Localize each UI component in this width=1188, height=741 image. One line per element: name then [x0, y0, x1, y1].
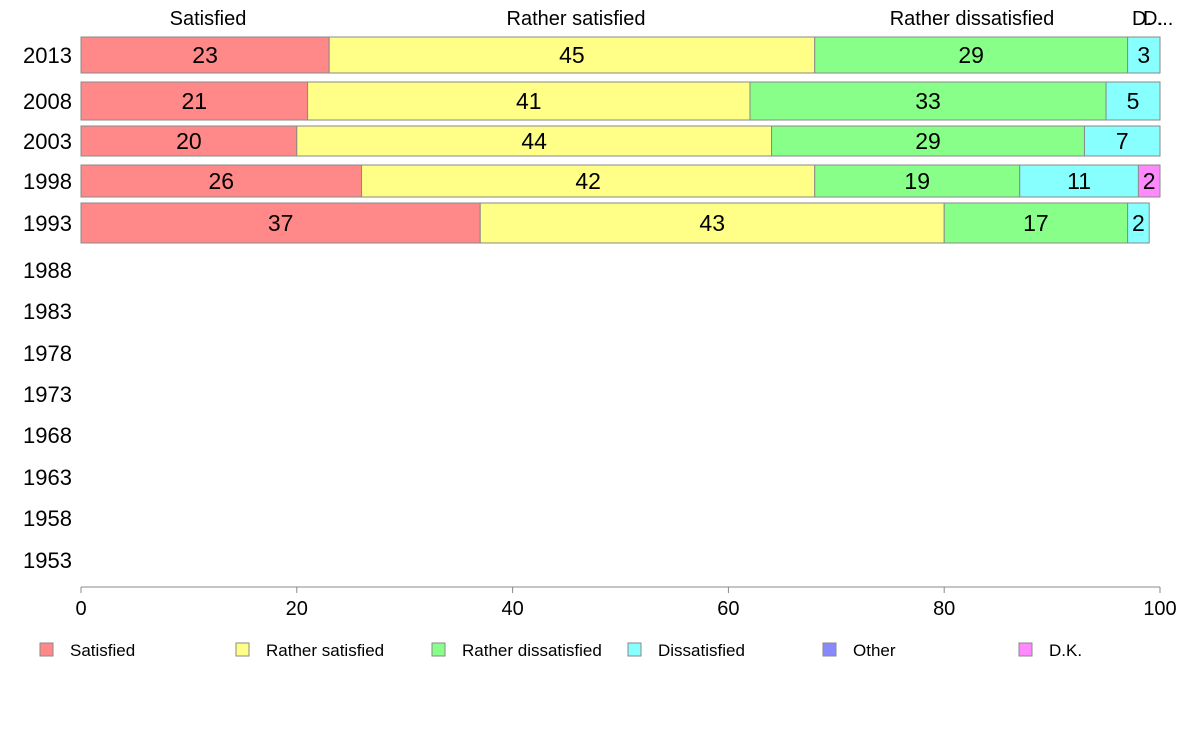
top-series-label: D.: [1132, 8, 1152, 30]
bar-segment: [1127, 202, 1150, 244]
year-label: 1983: [23, 299, 72, 324]
year-label: 1953: [23, 548, 72, 573]
bar-segment: [80, 125, 298, 157]
year-label: 1963: [23, 465, 72, 490]
bar-value-label: 23: [192, 42, 218, 68]
bar-segment: [1105, 81, 1161, 121]
bar-value-label: 7: [1116, 128, 1129, 154]
legend-swatch: [235, 642, 250, 657]
year-label: 1978: [23, 341, 72, 366]
bar-value-label: 2: [1143, 168, 1156, 194]
bar-value-label: 2: [1132, 210, 1145, 236]
bar-value-label: 5: [1127, 88, 1140, 114]
year-label: 1973: [23, 382, 72, 407]
bar-segment: [814, 164, 1021, 198]
year-label: 1993: [23, 211, 72, 236]
top-series-label: ...: [1157, 8, 1174, 30]
year-label: 2008: [23, 89, 72, 114]
bar-value-label: 29: [958, 42, 984, 68]
top-series-label: Satisfied: [170, 8, 247, 30]
bar-value-label: 43: [699, 210, 725, 236]
bar-value-label: 42: [575, 168, 601, 194]
bar-segment: [771, 125, 1085, 157]
bar-segment: [1127, 36, 1161, 74]
legend-label: Dissatisfied: [658, 641, 745, 660]
bar-segment: [80, 202, 481, 244]
bar-segment: [307, 81, 751, 121]
legend-label: Rather dissatisfied: [462, 641, 602, 660]
bar-value-label: 45: [559, 42, 585, 68]
bar-value-label: 20: [176, 128, 202, 154]
legend-label: D.K.: [1049, 641, 1082, 660]
bar-segment: [749, 81, 1107, 121]
bar-segment: [1019, 164, 1139, 198]
bar-segment: [1137, 164, 1161, 198]
legend-swatch: [39, 642, 54, 657]
x-tick-label: 20: [286, 598, 308, 620]
bar-value-label: 17: [1023, 210, 1049, 236]
year-label: 1968: [23, 423, 72, 448]
bar-segment: [80, 36, 330, 74]
x-tick-label: 60: [717, 598, 739, 620]
bar-value-label: 44: [521, 128, 547, 154]
legend-label: Satisfied: [70, 641, 135, 660]
bar-segment: [1083, 125, 1161, 157]
year-label: 2003: [23, 129, 72, 154]
bar-segment: [80, 81, 309, 121]
top-series-label: D.: [1143, 8, 1163, 30]
legend-label: Other: [853, 641, 896, 660]
bar-value-label: 41: [516, 88, 542, 114]
legend-swatch: [627, 642, 642, 657]
bar-value-label: 33: [915, 88, 941, 114]
x-tick-label: 40: [501, 598, 523, 620]
bar-value-label: 3: [1137, 42, 1150, 68]
bar-segment: [361, 164, 816, 198]
bar-segment: [80, 164, 363, 198]
bar-value-label: 11: [1067, 168, 1091, 194]
bar-value-label: 21: [181, 88, 207, 114]
year-label: 2013: [23, 43, 72, 68]
bar-value-label: 19: [904, 168, 930, 194]
legend-swatch: [431, 642, 446, 657]
year-label: 1998: [23, 169, 72, 194]
bar-value-label: 29: [915, 128, 941, 154]
legend-label: Rather satisfied: [266, 641, 384, 660]
x-tick-label: 80: [933, 598, 955, 620]
bar-segment: [943, 202, 1129, 244]
x-tick-label: 100: [1143, 598, 1176, 620]
legend-swatch: [1018, 642, 1033, 657]
legend-swatch: [822, 642, 837, 657]
top-series-label: Rather satisfied: [507, 8, 646, 30]
bar-value-label: 37: [268, 210, 294, 236]
bar-segment: [814, 36, 1129, 74]
bar-value-label: 26: [208, 168, 234, 194]
year-label: 1988: [23, 258, 72, 283]
top-series-label: Rather dissatisfied: [890, 8, 1055, 30]
x-tick-label: 0: [75, 598, 86, 620]
year-label: 1958: [23, 506, 72, 531]
